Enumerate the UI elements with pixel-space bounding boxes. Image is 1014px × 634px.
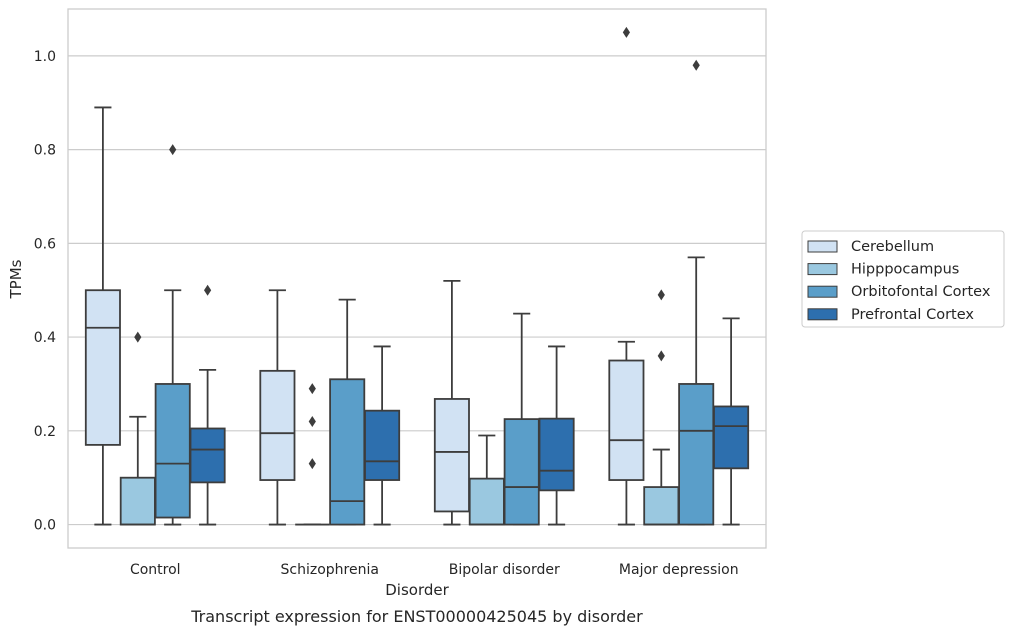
flier-point — [134, 331, 142, 343]
plot-area — [84, 26, 750, 526]
x-tick-label: Bipolar disorder — [449, 562, 560, 578]
box-iqr — [433, 398, 470, 513]
y-axis-label: TPMs — [7, 259, 25, 299]
legend-label: Orbitofontal Cortex — [851, 284, 991, 300]
box-1-3 — [364, 345, 401, 526]
box-0-3 — [189, 284, 226, 526]
box-2-0 — [433, 279, 470, 526]
box-0-0 — [84, 106, 121, 526]
box-iqr — [364, 409, 401, 481]
legend-label: Prefrontal Cortex — [851, 307, 974, 323]
box-3-2 — [678, 59, 715, 526]
box-iqr — [468, 477, 505, 526]
box-0-2 — [154, 144, 191, 526]
box-iqr — [84, 289, 121, 446]
x-axis-label: Disorder — [385, 581, 449, 599]
legend: Cerebellum Hipppocampus Orbitofontal Corte… — [801, 230, 1005, 328]
y-tick-label: 0.6 — [34, 236, 56, 252]
box-2-3 — [538, 345, 575, 526]
x-tick-label: Major depression — [619, 562, 739, 578]
flier-point — [204, 284, 212, 296]
flier-point — [692, 59, 700, 71]
box-1-1 — [295, 383, 330, 526]
legend-swatch — [807, 285, 838, 298]
legend-label: Cerebellum — [851, 239, 934, 255]
flier-point — [308, 458, 316, 470]
box-iqr — [154, 383, 191, 519]
box-iqr — [538, 417, 575, 492]
flier-point — [657, 350, 665, 362]
box-2-1 — [468, 434, 505, 526]
figure-caption: Transcript expression for ENST0000042504… — [190, 607, 643, 626]
flier-point — [308, 383, 316, 395]
flier-point — [622, 26, 630, 38]
box-3-3 — [713, 317, 750, 526]
legend-swatch — [807, 308, 838, 321]
legend-frame — [801, 230, 1005, 328]
y-tick-label: 0.4 — [34, 330, 56, 346]
box-iqr — [329, 378, 366, 526]
legend-swatch — [807, 263, 838, 276]
box-iqr — [608, 359, 645, 481]
box-iqr — [189, 427, 226, 484]
box-0-1 — [119, 331, 156, 526]
y-tick-label: 0.2 — [34, 424, 56, 440]
x-tick-label: Schizophrenia — [281, 562, 379, 578]
box-iqr — [259, 369, 296, 481]
box-iqr — [678, 383, 715, 526]
box-3-0 — [608, 26, 645, 526]
flier-point — [169, 144, 177, 156]
y-tick-label: 0.8 — [34, 143, 56, 159]
x-axis-ticks: Control Schizophrenia Bipolar disorder Majo… — [130, 562, 739, 578]
legend-swatch — [807, 240, 838, 253]
box-iqr — [643, 486, 680, 526]
y-tick-label: 1.0 — [34, 49, 56, 65]
plot-frame — [67, 8, 767, 549]
box-1-0 — [259, 289, 296, 526]
x-tick-label: Control — [130, 562, 181, 578]
y-tick-label: 0.0 — [34, 518, 56, 534]
box-2-2 — [503, 312, 540, 526]
box-iqr — [503, 418, 540, 526]
box-iqr — [713, 405, 750, 470]
legend-label: Hipppocampus — [851, 262, 959, 278]
box-iqr — [119, 476, 156, 526]
y-axis-ticks: 0.0 0.2 0.4 0.6 0.8 1.0 — [34, 49, 56, 534]
box-1-2 — [329, 298, 366, 526]
flier-point — [657, 289, 665, 301]
flier-point — [308, 415, 316, 427]
